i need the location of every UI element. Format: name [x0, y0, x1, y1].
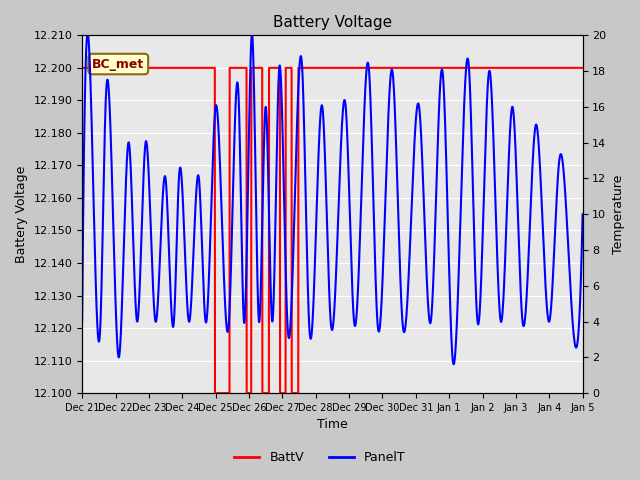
- Line: BattV: BattV: [82, 68, 582, 393]
- PanelT: [569, 325, 577, 331]
- Title: Battery Voltage: Battery Voltage: [273, 15, 392, 30]
- Text: BC_met: BC_met: [92, 58, 145, 71]
- PanelT: [84, 31, 92, 36]
- PanelT: [165, 251, 173, 256]
- BattV: [569, 65, 577, 71]
- PanelT: [270, 276, 278, 282]
- PanelT: [136, 292, 143, 298]
- Y-axis label: Temperature: Temperature: [612, 175, 625, 254]
- BattV: [136, 65, 143, 71]
- PanelT: [78, 319, 86, 324]
- BattV: [292, 390, 300, 396]
- BattV: [165, 65, 173, 71]
- BattV: [579, 65, 586, 71]
- Y-axis label: Battery Voltage: Battery Voltage: [15, 166, 28, 263]
- Line: PanelT: PanelT: [82, 34, 582, 364]
- BattV: [211, 390, 219, 396]
- BattV: [270, 65, 278, 71]
- X-axis label: Time: Time: [317, 419, 348, 432]
- PanelT: [292, 158, 300, 164]
- BattV: [515, 65, 523, 71]
- PanelT: [450, 361, 458, 367]
- Legend: BattV, PanelT: BattV, PanelT: [229, 446, 411, 469]
- BattV: [78, 65, 86, 71]
- PanelT: [515, 251, 523, 256]
- PanelT: [579, 211, 586, 217]
